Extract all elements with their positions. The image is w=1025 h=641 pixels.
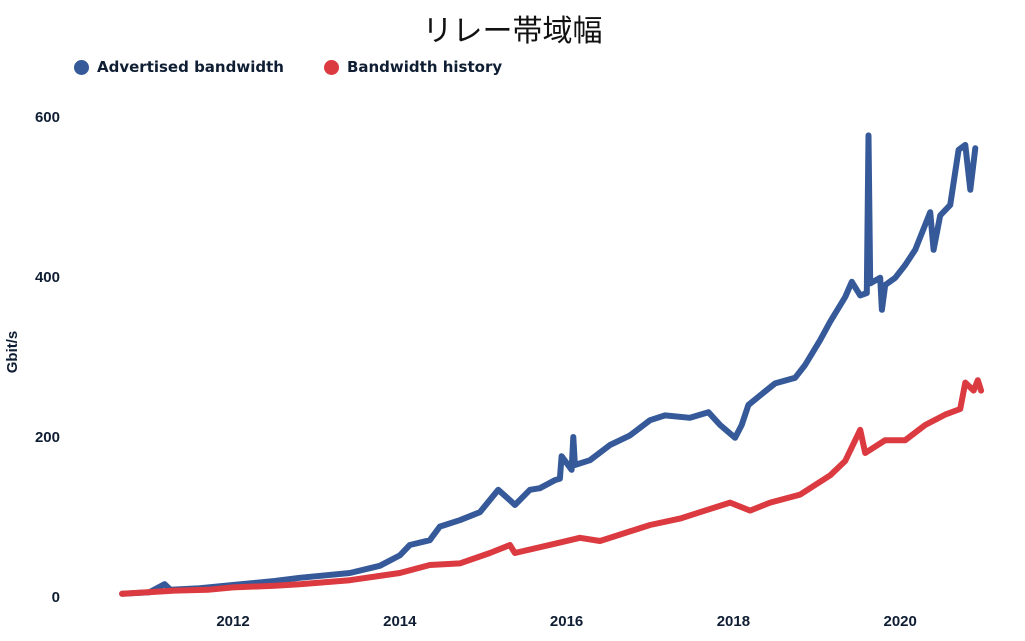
legend-label-history: Bandwidth history — [346, 58, 503, 76]
y-tick-label: 400 — [35, 269, 60, 286]
x-tick-label: 2014 — [383, 613, 417, 630]
y-tick-label: 200 — [35, 429, 60, 446]
legend-marker-history — [323, 59, 339, 75]
legend-marker-advertised — [74, 59, 89, 75]
series-line-bandwidth-history[interactable] — [119, 377, 985, 597]
y-tick-label: 600 — [35, 109, 60, 126]
chart-title: リレー帯域幅 — [422, 14, 603, 49]
x-tick-label: 2012 — [216, 613, 249, 630]
legend-label-advertised: Advertised bandwidth — [97, 58, 284, 76]
x-tick-label: 2016 — [550, 613, 583, 630]
x-tick-label: 2018 — [717, 613, 750, 630]
legend-item-advertised[interactable]: Advertised bandwidth — [74, 58, 284, 76]
legend-item-history[interactable]: Bandwidth history — [323, 58, 503, 76]
legend: Advertised bandwidth Bandwidth history — [74, 58, 502, 76]
series-line-advertised-bandwidth[interactable] — [119, 132, 979, 597]
y-axis-label: Gbit/s — [4, 331, 21, 374]
y-tick-label: 0 — [52, 589, 60, 606]
x-tick-label: 2020 — [884, 613, 917, 630]
